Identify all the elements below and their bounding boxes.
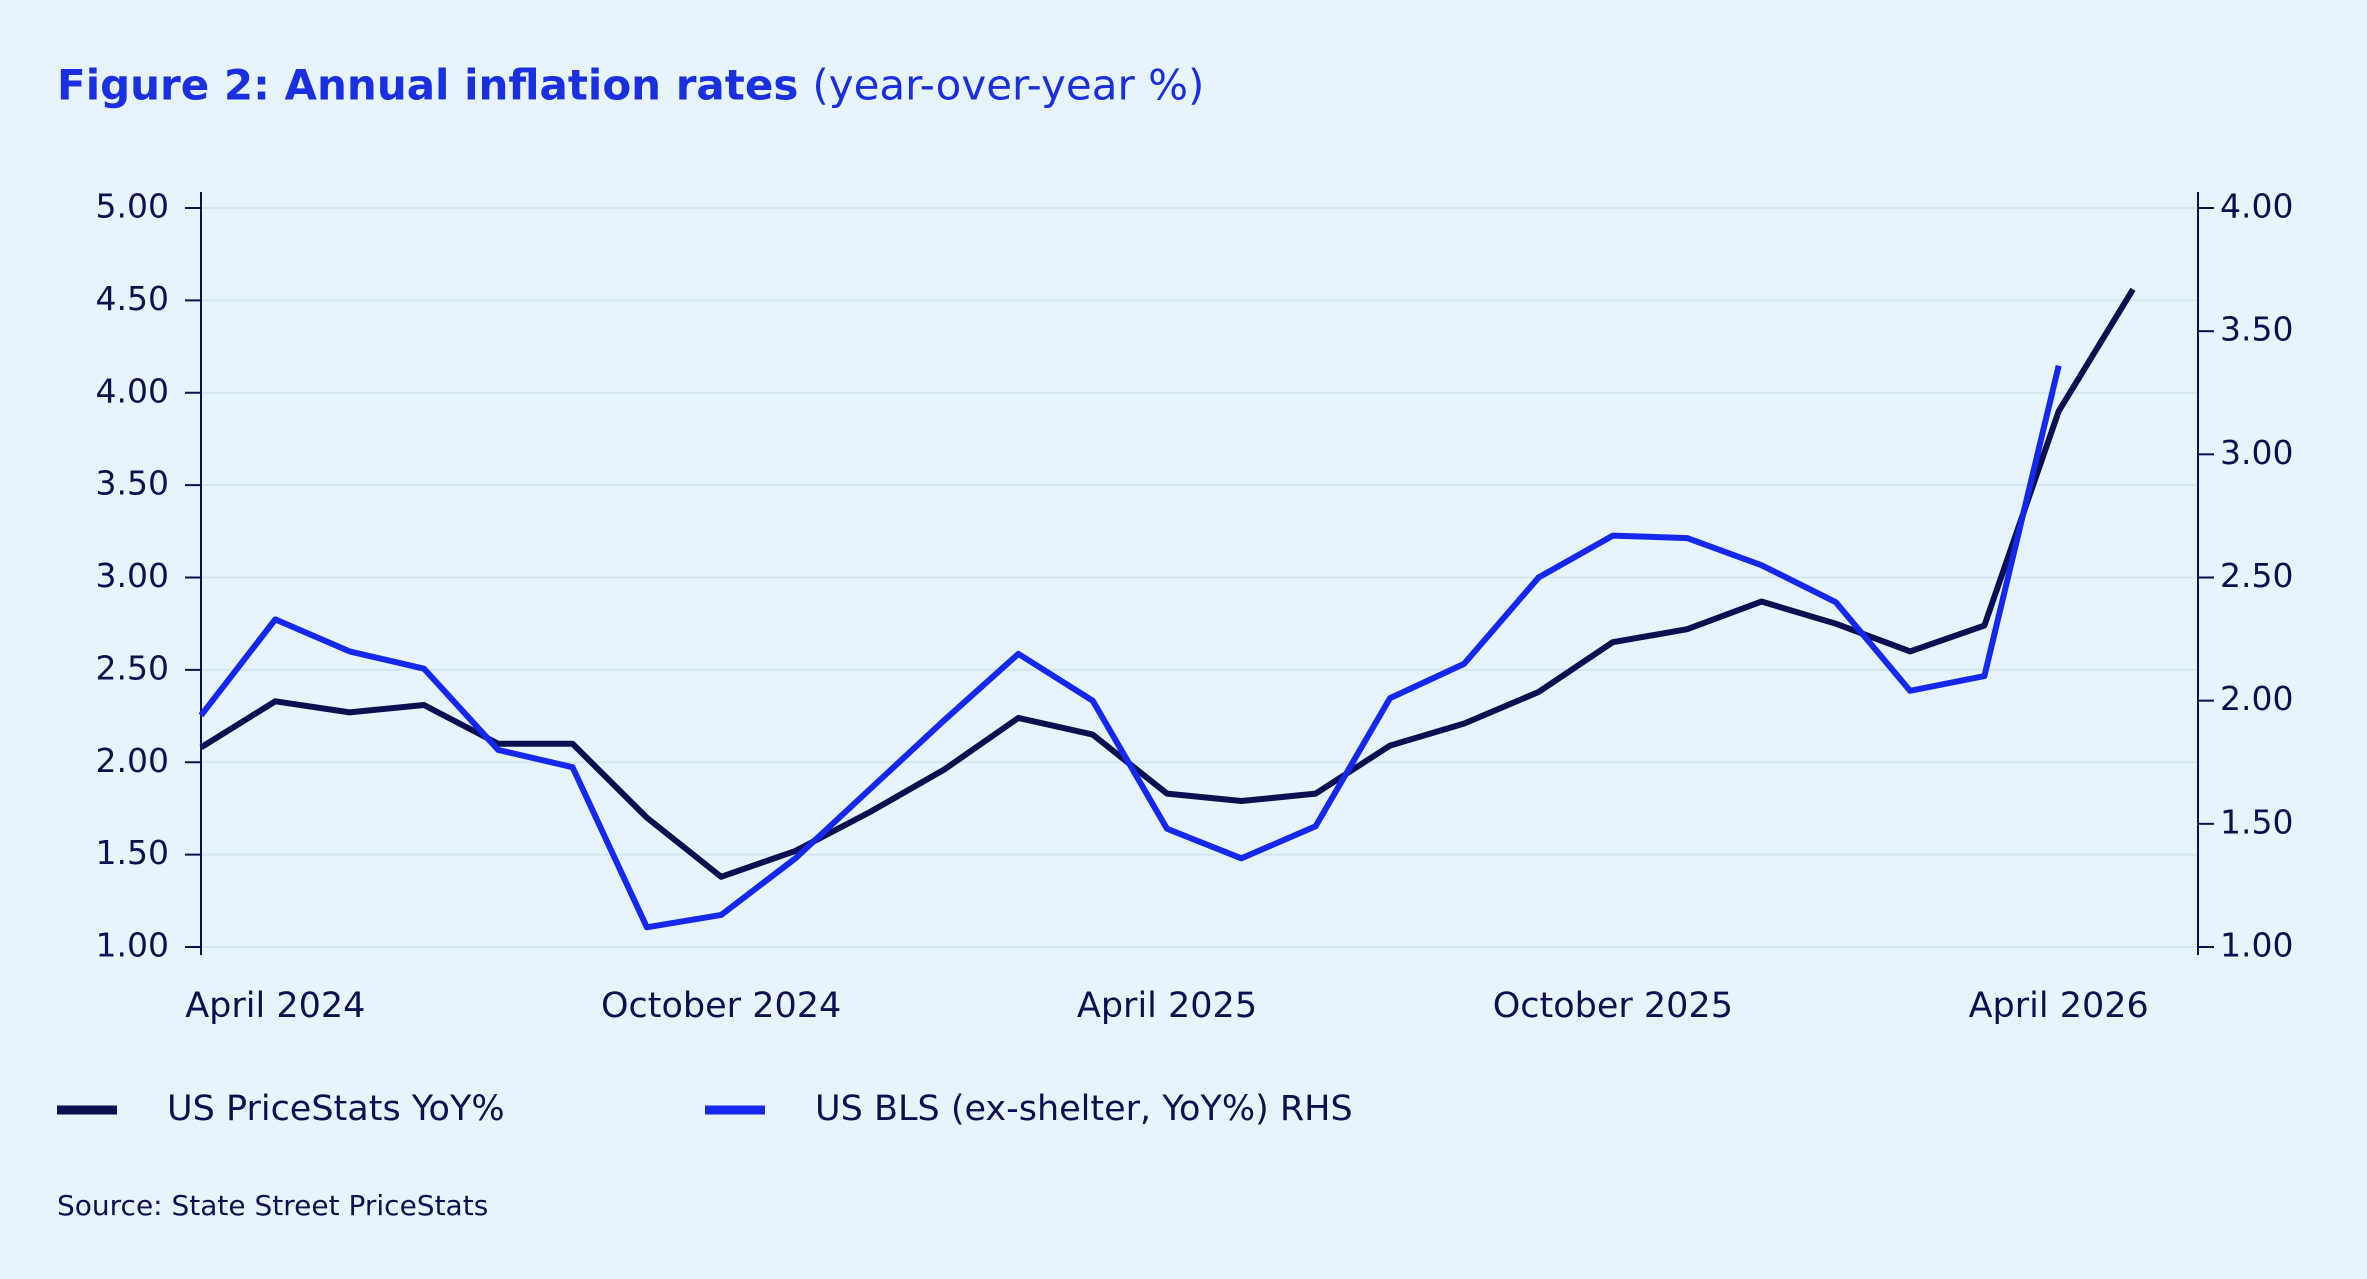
y-tick-label: 4.50 — [96, 279, 169, 318]
x-tick-label: April 2024 — [185, 986, 365, 1026]
y2-tick-label: 1.00 — [2220, 926, 2293, 965]
y-tick-label: 1.50 — [96, 833, 169, 872]
line-series — [198, 364, 2062, 931]
y-tick-label: 2.50 — [96, 648, 169, 687]
y-tick-label: 1.00 — [96, 926, 169, 965]
y-tick-label: 3.00 — [96, 556, 169, 595]
x-tick-label: April 2026 — [1969, 986, 2149, 1026]
chart-title: Figure 2: Annual inflation rates — [57, 61, 798, 110]
y2-tick-label: 3.00 — [2220, 433, 2293, 472]
x-tick-label: October 2025 — [1493, 986, 1733, 1026]
source-note: Source: State Street PriceStats — [57, 1189, 488, 1222]
line-series — [199, 287, 2136, 880]
legend-label: US PriceStats YoY% — [167, 1089, 505, 1129]
x-tick-label: April 2025 — [1077, 986, 1257, 1026]
y2-tick-label: 1.50 — [2220, 802, 2293, 841]
y2-tick-label: 3.50 — [2220, 310, 2293, 349]
y2-tick-label: 2.00 — [2220, 679, 2293, 718]
y-tick-label: 5.00 — [96, 187, 169, 226]
y-tick-label: 4.00 — [96, 371, 169, 410]
y-tick-label: 2.00 — [96, 741, 169, 780]
y-tick-label: 3.50 — [96, 464, 169, 503]
x-tick-label: October 2024 — [601, 986, 841, 1026]
chart-subtitle: (year-over-year %) — [812, 61, 1204, 110]
y2-tick-label: 4.00 — [2220, 187, 2293, 226]
legend-label: US BLS (ex-shelter, YoY%) RHS — [815, 1089, 1353, 1129]
y2-tick-label: 2.50 — [2220, 556, 2293, 595]
